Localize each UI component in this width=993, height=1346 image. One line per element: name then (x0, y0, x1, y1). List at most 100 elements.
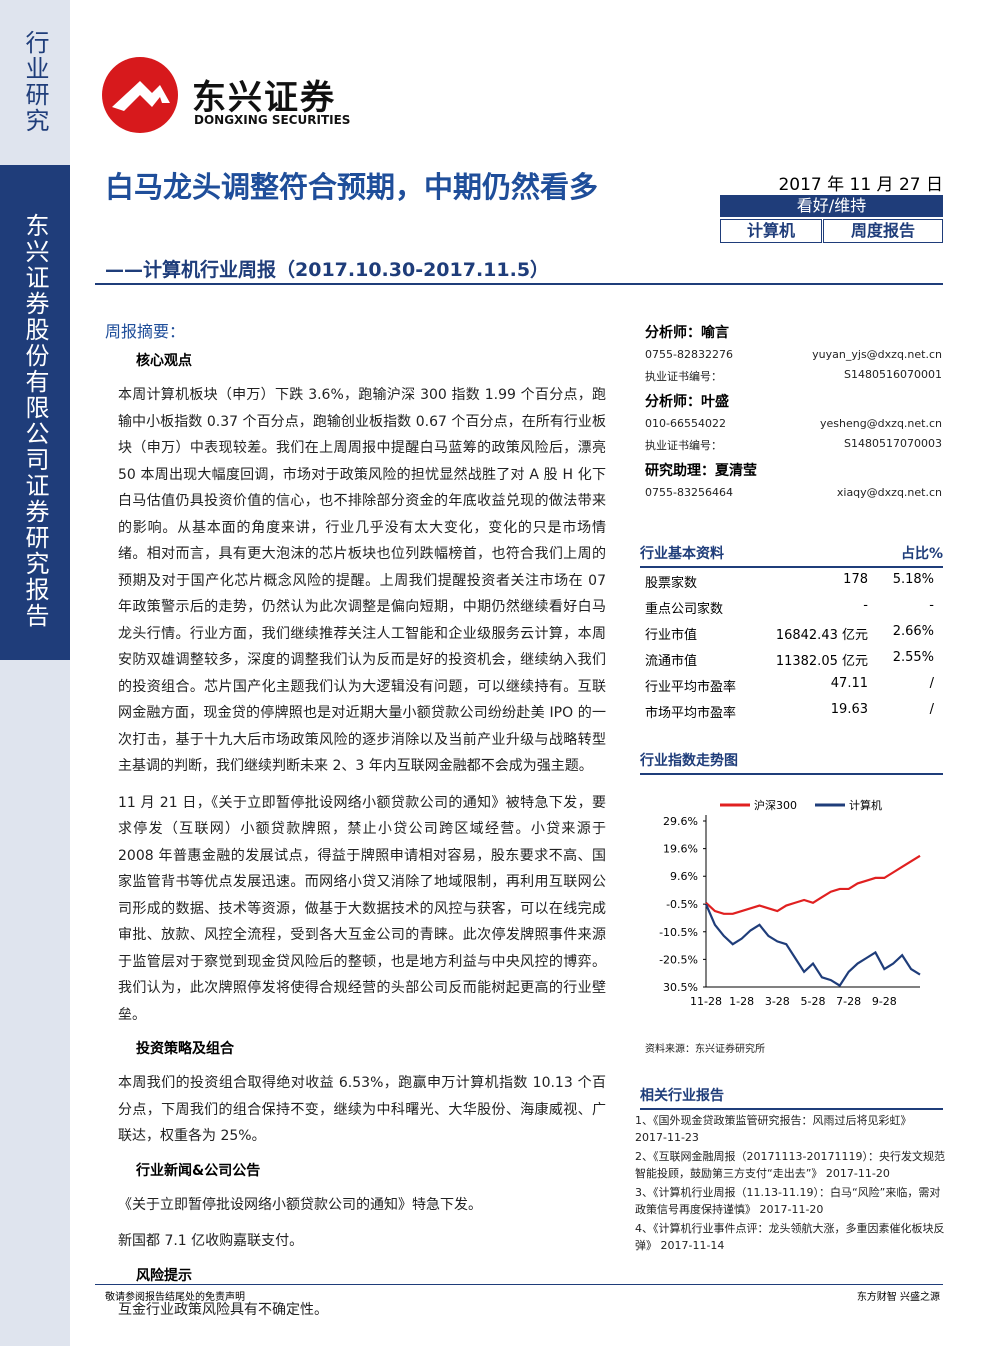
row-value: 47.11 (830, 676, 868, 691)
chart-heading: 行业指数走势图 (640, 750, 943, 775)
chart-title: 行业指数走势图 (640, 753, 738, 769)
related-heading: 相关行业报告 (640, 1085, 943, 1110)
email: yesheng@dxzq.net.cn (819, 417, 942, 430)
rating: 看好/维持 (720, 195, 943, 217)
section-title: 投资策略及组合 (136, 1041, 234, 1057)
row-share: 5.18% (892, 572, 934, 587)
summary-heading: 周报摘要： (105, 322, 186, 341)
industry: 计算机 (720, 219, 822, 243)
cert: S1480516070001 (844, 368, 942, 381)
analyst-role: 分析师：喻言 (645, 325, 729, 341)
logo-english: DONGXING SECURITIES (194, 113, 351, 127)
section-title: 行业新闻&公司公告 (136, 1162, 261, 1179)
sidebar-bottom (0, 660, 70, 1346)
row-value: 178 (843, 572, 868, 587)
x-tick-label: 3-28 (765, 995, 790, 1008)
phone: 010-66554022 (645, 417, 726, 430)
cert: S1480517070003 (844, 437, 942, 450)
x-tick-label: 7-28 (836, 995, 861, 1008)
row-share: 2.66% (892, 624, 934, 639)
sidebar-middle: 东兴证券股份有限公司证券研究报告 (0, 165, 70, 660)
report-type: 周度报告 (823, 219, 943, 243)
related-list: 1、《国外现金贷政策监管研究报告：风雨过后将见彩虹》 2017-11-23 2、《… (635, 1112, 945, 1256)
footer-left: 敬请参阅报告结尾处的免责声明 (105, 1292, 245, 1303)
analyst-role: 分析师：叶盛 (645, 394, 729, 410)
row-share: - (929, 598, 934, 613)
section-title: 核心观点 (136, 353, 192, 369)
legend-label: 计算机 (849, 798, 882, 812)
x-tick-label: 9-28 (872, 995, 897, 1008)
footer-rule (95, 1284, 943, 1285)
row-value: - (863, 598, 868, 613)
y-tick-label: -10.5% (659, 926, 698, 939)
email: xiaqy@dxzq.net.cn (836, 486, 942, 499)
row-share: / (929, 676, 934, 691)
y-tick-label: 29.6% (663, 815, 698, 828)
paragraph: 新国都 7.1 亿收购嘉联支付。 (118, 1233, 304, 1249)
table-row: 行业平均市盈率 47.11 / (645, 676, 940, 696)
table-heading: 行业基本资料 占比% (640, 543, 943, 568)
chart-source: 资料来源：东兴证券研究所 (645, 1044, 765, 1055)
paragraph: 本周我们的投资组合取得绝对收益 6.53%，跑赢申万计算机指数 10.13 个百… (118, 1075, 606, 1144)
contact-row: 010-66554022 yesheng@dxzq.net.cn (645, 417, 942, 430)
phone: 0755-83256464 (645, 486, 733, 499)
header-rule (95, 283, 943, 285)
related-item: 3、《计算机行业周报（11.13-11.19）：白马“风险”来临，需对政策信号再… (635, 1186, 941, 1216)
table-row: 行业市值 16842.43 亿元 2.66% (645, 624, 940, 644)
section-title: 风险提示 (136, 1267, 192, 1284)
contact-row: 0755-83256464 xiaqy@dxzq.net.cn (645, 486, 942, 499)
table-title: 行业基本资料 (640, 546, 724, 562)
logo-name: 东兴证券 (192, 78, 336, 118)
row-value: 11382.05 亿元 (775, 654, 868, 669)
row-label: 市场平均市盈率 (645, 706, 737, 721)
analysts: 分析师：喻言 0755-82832276 yuyan_yjs@dxzq.net.cn… (645, 318, 942, 506)
chart: 29.6% 19.6% 9.6% -0.5% -10.5% -20.5% 30.5%11-2… (659, 798, 921, 1008)
y-tick-label: -0.5% (666, 898, 698, 911)
legend-label: 沪深300 (754, 798, 797, 812)
row-value: 16842.43 亿元 (775, 628, 868, 643)
email: yuyan_yjs@dxzq.net.cn (812, 348, 942, 361)
row-label: 行业市值 (645, 628, 698, 643)
x-tick-label: 5-28 (801, 995, 826, 1008)
row-value: 19.63 (830, 702, 868, 717)
paragraph: 本周计算机板块（申万）下跌 3.6%，跑输沪深 300 指数 1.99 个百分点… (118, 387, 606, 774)
analyst-role: 研究助理：夏清莹 (645, 463, 757, 479)
y-tick-label: 9.6% (670, 870, 698, 883)
subtitle: ——计算机行业周报（2017.10.30-2017.11.5） (105, 259, 550, 281)
row-share: 2.55% (892, 650, 934, 665)
row-label: 行业平均市盈率 (645, 680, 737, 695)
table-row: 重点公司家数 - - (645, 598, 940, 618)
row-share: / (929, 702, 934, 717)
sidebar-top: 行业研究 (0, 0, 70, 165)
paragraph: 互金行业政策风险具有不确定性。 (118, 1301, 328, 1318)
x-tick-label: 11-28 (690, 995, 722, 1008)
y-tick-label: -20.5% (659, 953, 698, 966)
cert-row: 执业证书编号： S1480516070001 (645, 368, 942, 384)
title: 白马龙头调整符合预期，中期仍然看多 (105, 170, 599, 204)
paragraph: 11 月 21 日，《关于立即暂停批设网络小额贷款公司的通知》被特急下发，要求停… (118, 794, 606, 1023)
related-item: 1、《国外现金贷政策监管研究报告：风雨过后将见彩虹》 2017-11-23 (635, 1114, 912, 1144)
paragraph: 《关于立即暂停批设网络小额贷款公司的通知》特急下发。 (118, 1196, 482, 1213)
table-row: 股票家数 178 5.18% (645, 572, 940, 592)
footer-right: 东方财智 兴盛之源 (856, 1292, 940, 1303)
table-row: 流通市值 11382.05 亿元 2.55% (645, 650, 940, 670)
related-item: 4、《计算机行业事件点评：龙头领航大涨，多重因素催化板块反弹》 2017-11-… (635, 1222, 945, 1252)
series-line (704, 903, 921, 988)
cert-label: 执业证书编号： (645, 370, 722, 383)
row-label: 重点公司家数 (645, 602, 724, 617)
y-tick-label: 30.5% (663, 981, 698, 994)
table-row: 市场平均市盈率 19.63 / (645, 702, 940, 722)
related-item: 2、《互联网金融周报（20171113-20171119）：央行发文规范智能投顾… (635, 1150, 945, 1180)
sidebar-middle-text: 东兴证券股份有限公司证券研究报告 (21, 213, 49, 629)
share-header: 占比% (900, 546, 943, 562)
related-title: 相关行业报告 (640, 1088, 724, 1104)
series-line (705, 854, 921, 915)
cert-row: 执业证书编号： S1480517070003 (645, 437, 942, 453)
x-tick-label: 1-28 (729, 995, 754, 1008)
contact-row: 0755-82832276 yuyan_yjs@dxzq.net.cn (645, 348, 942, 361)
row-label: 股票家数 (645, 576, 698, 591)
y-tick-label: 19.6% (663, 843, 698, 856)
row-label: 流通市值 (645, 654, 698, 669)
sidebar-top-text: 行业研究 (21, 30, 49, 134)
